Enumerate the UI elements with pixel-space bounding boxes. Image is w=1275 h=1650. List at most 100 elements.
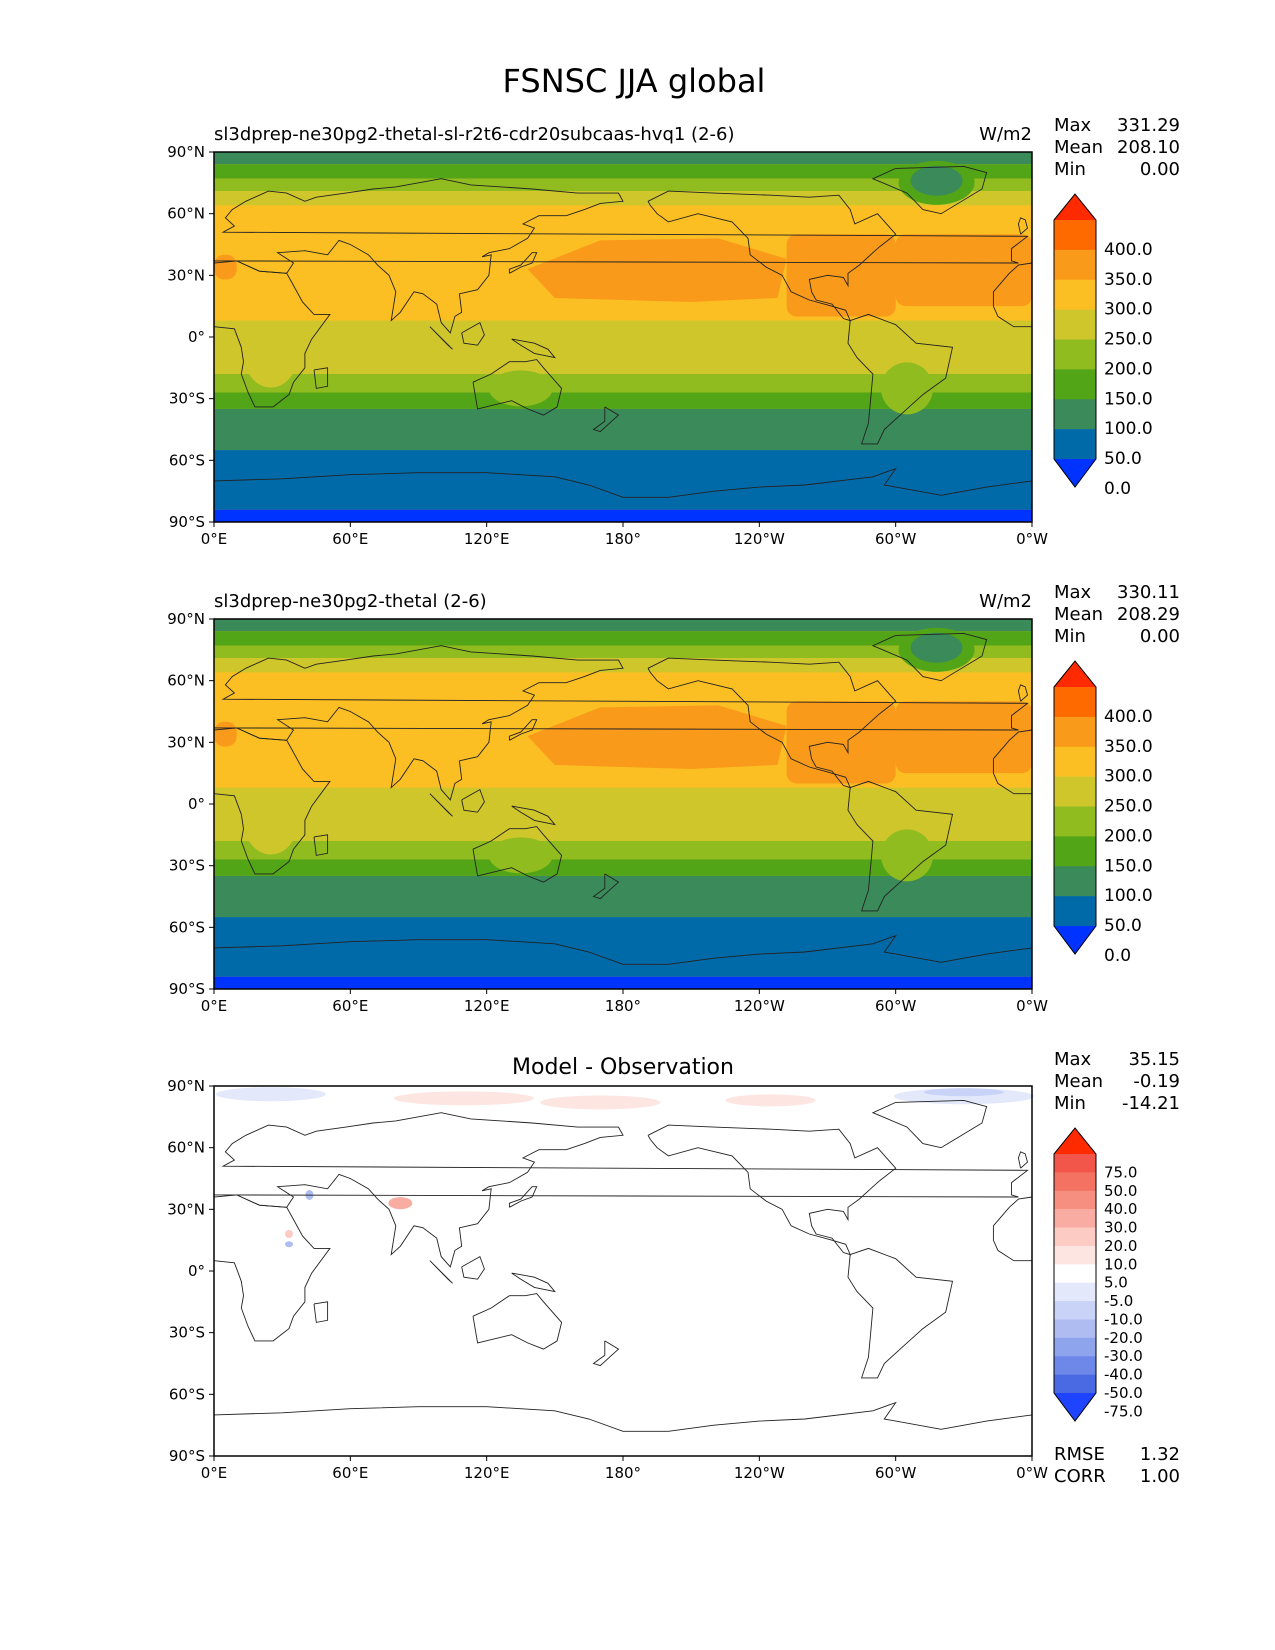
- contour-region: [244, 327, 297, 388]
- coastline: [461, 788, 485, 813]
- map-background: [214, 1086, 1032, 1456]
- coastline: [313, 1301, 329, 1323]
- stat-label: Min: [1054, 626, 1086, 647]
- colorbar-tick-label: 5.0: [1104, 1274, 1128, 1292]
- colorbar-segment: [1054, 1245, 1096, 1265]
- stat-label: CORR: [1054, 1466, 1106, 1487]
- y-tick-label: 60°S: [169, 451, 205, 469]
- contour-band: [214, 841, 1032, 860]
- contour-region: [388, 1197, 413, 1210]
- colorbar-tick-label: 100.0: [1104, 886, 1153, 906]
- colorbar-tick-label: 150.0: [1104, 389, 1153, 409]
- x-tick-label: 180°: [605, 997, 641, 1015]
- contour-band: [214, 450, 1032, 510]
- panel-title: Model - Observation: [512, 1055, 734, 1080]
- coastline: [871, 632, 988, 682]
- x-tick-label: 120°W: [734, 1464, 785, 1482]
- colorbar-tick-label: 50.0: [1104, 1182, 1137, 1200]
- contour-band: [214, 392, 1032, 409]
- colorbar-tick-label: 40.0: [1104, 1200, 1137, 1218]
- contour-region: [488, 370, 553, 407]
- coastline: [1017, 1151, 1029, 1169]
- colorbar-extend-bottom: [1054, 926, 1096, 954]
- coastline: [213, 1194, 331, 1342]
- colorbar-segment: [1054, 220, 1096, 251]
- stat-value: 0.00: [1140, 626, 1180, 647]
- panel-title: sl3dprep-ne30pg2-thetal-sl-r2t6-cdr20sub…: [214, 124, 735, 145]
- colorbar-tick-label: 400.0: [1104, 707, 1153, 727]
- stat-value: -14.21: [1122, 1093, 1180, 1114]
- colorbar-segment: [1054, 309, 1096, 340]
- colorbar-segment: [1054, 429, 1096, 460]
- colorbar-outline: [1053, 660, 1097, 955]
- x-tick-label: 180°: [605, 1464, 641, 1482]
- colorbar-segment: [1054, 1172, 1096, 1192]
- coastline: [647, 1124, 897, 1256]
- contour-band: [214, 320, 1032, 337]
- contour-band: [214, 152, 1032, 165]
- coastline: [847, 1247, 954, 1379]
- colorbar-segment: [1054, 746, 1096, 777]
- coastline: [213, 1112, 1029, 1268]
- coastline: [461, 1255, 485, 1280]
- colorbar-segment: [1054, 1374, 1096, 1394]
- contour-region: [244, 794, 297, 855]
- colorbar-tick-label: 75.0: [1104, 1163, 1137, 1181]
- coastline: [313, 367, 329, 389]
- y-tick-label: 90°N: [167, 1077, 205, 1095]
- coastline: [429, 326, 453, 350]
- coastline: [213, 645, 1029, 801]
- colorbar-segment: [1054, 716, 1096, 748]
- coastline: [313, 834, 329, 856]
- stat-value: 35.15: [1128, 1049, 1180, 1070]
- y-tick-label: 90°N: [167, 610, 205, 628]
- colorbar-outline: [1053, 1127, 1097, 1422]
- colorbar-tick-label: -5.0: [1104, 1292, 1133, 1310]
- coastline: [647, 657, 897, 789]
- coastline: [213, 260, 331, 408]
- coastline: [213, 178, 1029, 334]
- colorbar-extend-bottom: [1054, 459, 1096, 487]
- colorbar-segment: [1054, 1154, 1096, 1173]
- y-tick-label: 60°N: [167, 672, 205, 690]
- coastline: [992, 729, 1033, 795]
- contour-band: [214, 917, 1032, 977]
- contour-region: [215, 1087, 326, 1102]
- y-tick-label: 90°S: [169, 1447, 205, 1465]
- contour-region: [393, 1091, 534, 1106]
- contour-band: [214, 787, 1032, 804]
- colorbar-extend-top: [1054, 194, 1096, 220]
- y-tick-label: 60°S: [169, 918, 205, 936]
- colorbar-tick-label: 0.0: [1104, 946, 1131, 966]
- stat-value: 0.00: [1140, 159, 1180, 180]
- y-tick-label: 0°: [188, 795, 205, 813]
- y-tick-label: 90°N: [167, 143, 205, 161]
- contour-band: [214, 337, 1032, 354]
- coastline: [213, 1401, 1033, 1432]
- stat-label: Max: [1054, 1049, 1092, 1070]
- colorbar-segment: [1054, 836, 1096, 867]
- stat-value: -0.19: [1133, 1071, 1180, 1092]
- coastline: [429, 1260, 453, 1284]
- x-tick-label: 120°W: [734, 997, 785, 1015]
- colorbar-tick-label: 200.0: [1104, 359, 1153, 379]
- colorbar-tick-label: 350.0: [1104, 270, 1153, 290]
- colorbar-segment: [1054, 249, 1096, 281]
- contour-band: [214, 859, 1032, 876]
- stat-label: RMSE: [1054, 1444, 1105, 1465]
- contour-region: [527, 705, 787, 770]
- contour-band: [214, 178, 1032, 192]
- colorbar-segment: [1054, 896, 1096, 927]
- y-tick-label: 0°: [188, 1262, 205, 1280]
- colorbar-extend-top: [1054, 1128, 1096, 1154]
- x-tick-label: 0°E: [201, 530, 228, 548]
- colorbar-extend-bottom: [1054, 1393, 1096, 1421]
- colorbar-tick-label: 200.0: [1104, 826, 1153, 846]
- stat-label: Mean: [1054, 604, 1103, 625]
- contour-band: [214, 820, 1032, 841]
- stat-label: Mean: [1054, 137, 1103, 158]
- colorbar-tick-label: 400.0: [1104, 240, 1153, 260]
- map-frame: [213, 151, 1033, 523]
- coastline: [871, 1099, 988, 1149]
- coastline: [429, 793, 453, 817]
